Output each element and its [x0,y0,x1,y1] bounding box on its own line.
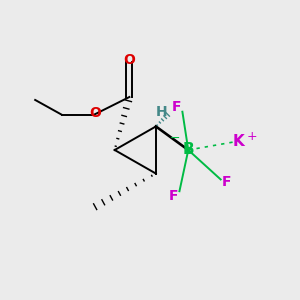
Text: H: H [156,105,168,119]
Text: O: O [90,106,101,120]
Text: F: F [222,176,231,189]
Text: F: F [172,100,181,114]
Text: B: B [182,142,194,158]
Text: K: K [232,134,244,149]
Text: F: F [169,189,178,202]
Text: O: O [124,53,135,67]
Text: −: − [170,132,180,145]
Text: +: + [246,130,257,143]
